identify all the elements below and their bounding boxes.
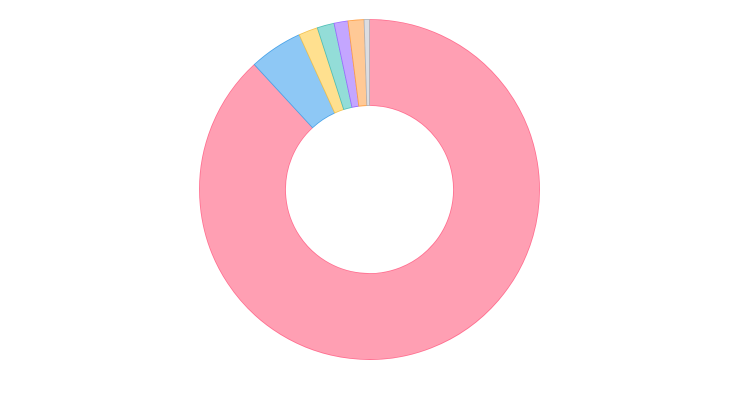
- donut-slice-7[interactable]: [363, 19, 370, 106]
- donut-slices: [199, 19, 540, 360]
- donut-slice-1[interactable]: [199, 19, 540, 360]
